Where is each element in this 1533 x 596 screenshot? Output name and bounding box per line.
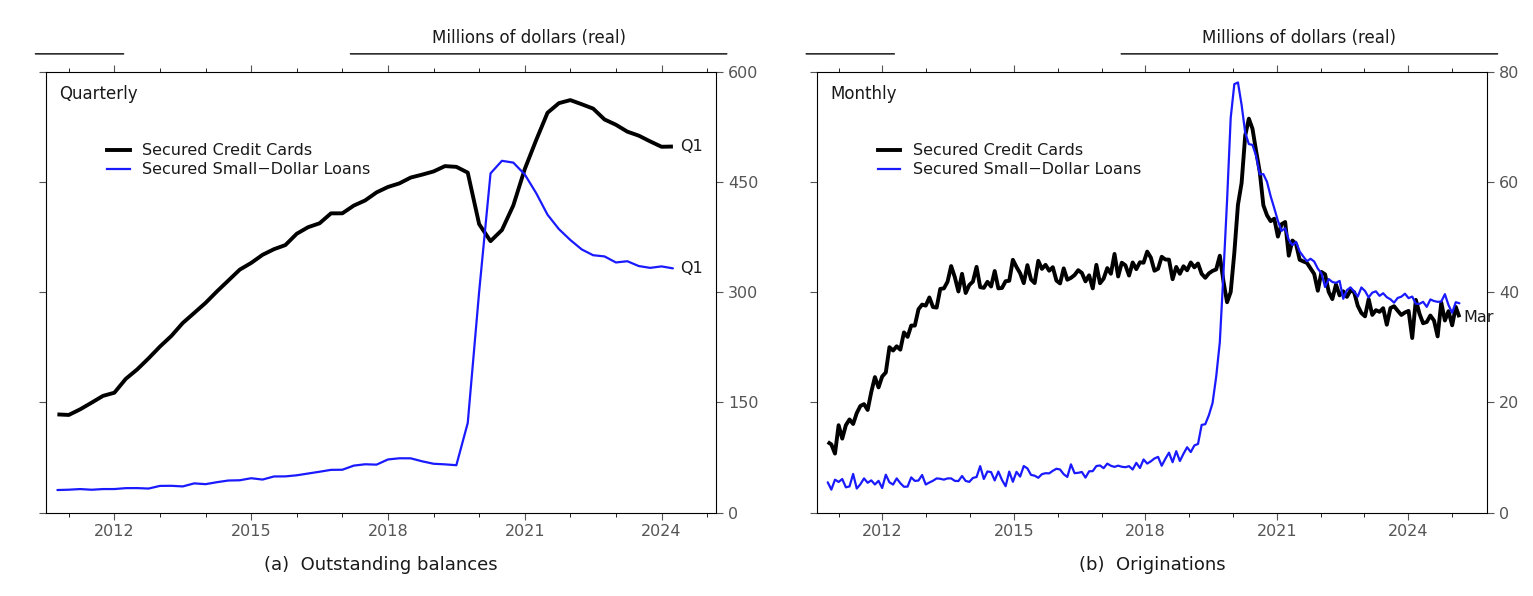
Text: Millions of dollars (real): Millions of dollars (real) — [432, 29, 625, 47]
X-axis label: (a)  Outstanding balances: (a) Outstanding balances — [264, 556, 498, 574]
Text: Quarterly: Quarterly — [60, 85, 138, 103]
Text: Mar: Mar — [1464, 310, 1495, 325]
Text: Q1: Q1 — [679, 261, 702, 276]
Text: Monthly: Monthly — [831, 85, 897, 103]
Text: Millions of dollars (real): Millions of dollars (real) — [1202, 29, 1397, 47]
X-axis label: (b)  Originations: (b) Originations — [1079, 556, 1225, 574]
Text: Q1: Q1 — [679, 139, 702, 154]
Legend: Secured Credit Cards, Secured Small−Dollar Loans: Secured Credit Cards, Secured Small−Doll… — [101, 137, 377, 184]
Legend: Secured Credit Cards, Secured Small−Dollar Loans: Secured Credit Cards, Secured Small−Doll… — [872, 137, 1148, 184]
